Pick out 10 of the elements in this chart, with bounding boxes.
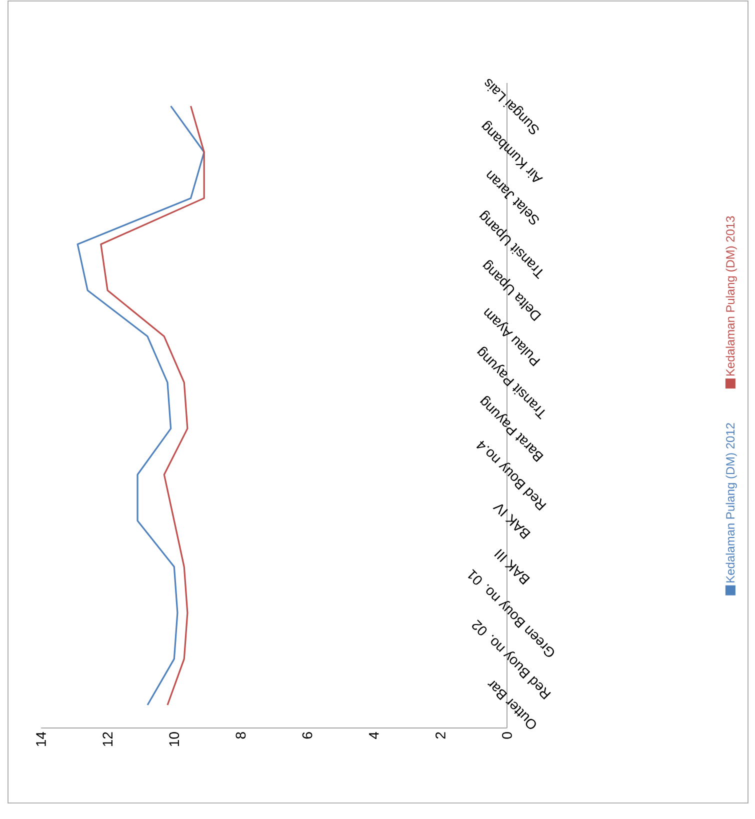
x-tick-label: 14 (36, 732, 46, 746)
x-tick-label: 4 (369, 732, 379, 739)
text: Kedalaman Pulang (DM) 2013 (726, 216, 737, 376)
x-tick-label: 2 (436, 732, 446, 739)
x-tick-label: 12 (102, 732, 112, 746)
text: Kedalaman Pulang (DM) 2012 (726, 423, 737, 582)
x-tick-label: 6 (302, 732, 312, 739)
x-tick-label: 8 (236, 732, 246, 739)
x-tick-label: 10 (169, 732, 180, 746)
x-tick-label: 0 (502, 732, 512, 739)
